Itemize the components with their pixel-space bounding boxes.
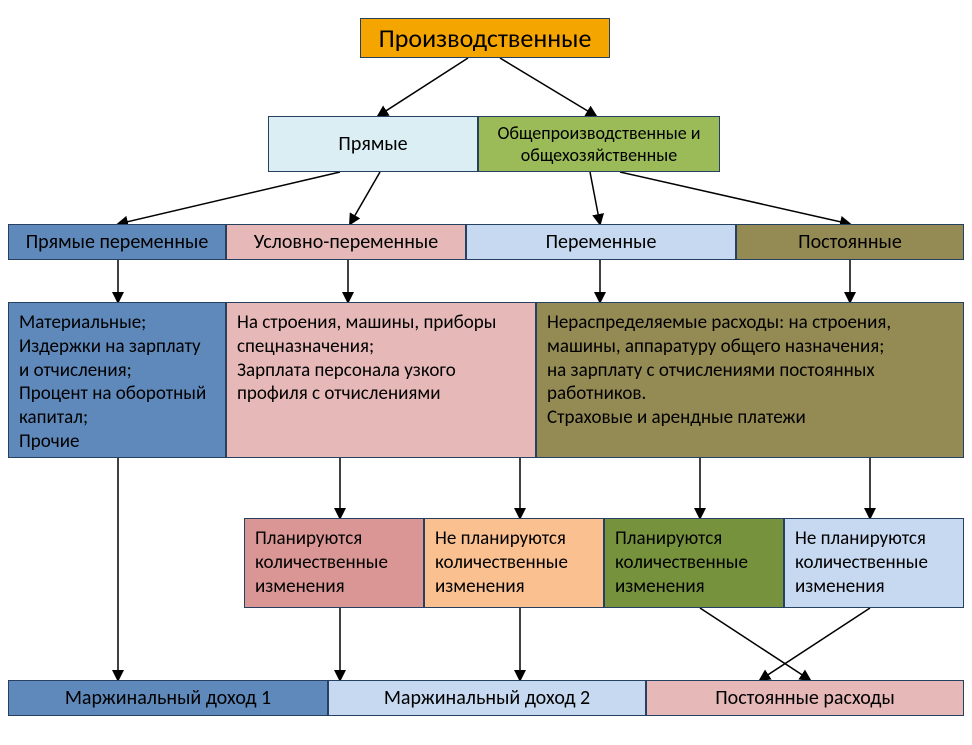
node-l3b: Условно-переменные bbox=[226, 224, 466, 260]
node-l6b: Маржинальный доход 2 bbox=[328, 680, 646, 716]
node-label: Переменные bbox=[546, 230, 657, 255]
node-label: Маржинальный доход 2 bbox=[384, 686, 590, 711]
node-label: Общепроизводственные и общехозяйственные bbox=[487, 122, 711, 167]
node-l6a: Маржинальный доход 1 bbox=[8, 680, 328, 716]
node-l5b: Не планируются количественные изменения bbox=[424, 518, 604, 608]
node-l4a: Материальные; Издержки на зарплату и отч… bbox=[8, 302, 226, 458]
edge bbox=[118, 172, 340, 224]
node-l5d: Не планируются количественные изменения bbox=[784, 518, 964, 608]
node-label: На строения, машины, приборы спецназначе… bbox=[237, 311, 525, 406]
node-label: Маржинальный доход 1 bbox=[65, 686, 271, 711]
node-root: Производственные bbox=[360, 18, 610, 58]
node-l2a: Прямые bbox=[268, 116, 478, 172]
node-label: Нераспределяемые расходы: на строения, м… bbox=[547, 311, 953, 430]
node-label: Не планируются количественные изменения bbox=[795, 527, 953, 598]
edge bbox=[350, 172, 380, 224]
edge bbox=[500, 58, 596, 116]
node-l3d: Постоянные bbox=[736, 224, 964, 260]
node-l3a: Прямые переменные bbox=[8, 224, 226, 260]
node-l2b: Общепроизводственные и общехозяйственные bbox=[478, 116, 720, 172]
node-label: Не планируются количественные изменения bbox=[435, 527, 593, 598]
node-label: Прямые bbox=[338, 132, 407, 157]
node-label: Планируются количественные изменения bbox=[255, 527, 413, 598]
node-label: Производственные bbox=[379, 22, 592, 55]
node-label: Материальные; Издержки на зарплату и отч… bbox=[19, 311, 215, 454]
node-label: Постоянные bbox=[798, 230, 902, 255]
node-l4b: На строения, машины, приборы спецназначе… bbox=[226, 302, 536, 458]
node-label: Планируются количественные изменения bbox=[615, 527, 773, 598]
node-l4c: Нераспределяемые расходы: на строения, м… bbox=[536, 302, 964, 458]
edge bbox=[760, 608, 870, 680]
edge bbox=[378, 58, 468, 116]
node-l5c: Планируются количественные изменения bbox=[604, 518, 784, 608]
diagram-canvas: Производственные Прямые Общепроизводственн… bbox=[0, 0, 972, 745]
node-l6c: Постоянные расходы bbox=[646, 680, 964, 716]
node-l5a: Планируются количественные изменения bbox=[244, 518, 424, 608]
node-label: Постоянные расходы bbox=[715, 686, 895, 711]
node-l3c: Переменные bbox=[466, 224, 736, 260]
edge bbox=[590, 172, 600, 224]
node-label: Прямые переменные bbox=[26, 230, 209, 255]
node-label: Условно-переменные bbox=[254, 230, 438, 255]
edge bbox=[700, 608, 810, 680]
edge bbox=[620, 172, 850, 224]
